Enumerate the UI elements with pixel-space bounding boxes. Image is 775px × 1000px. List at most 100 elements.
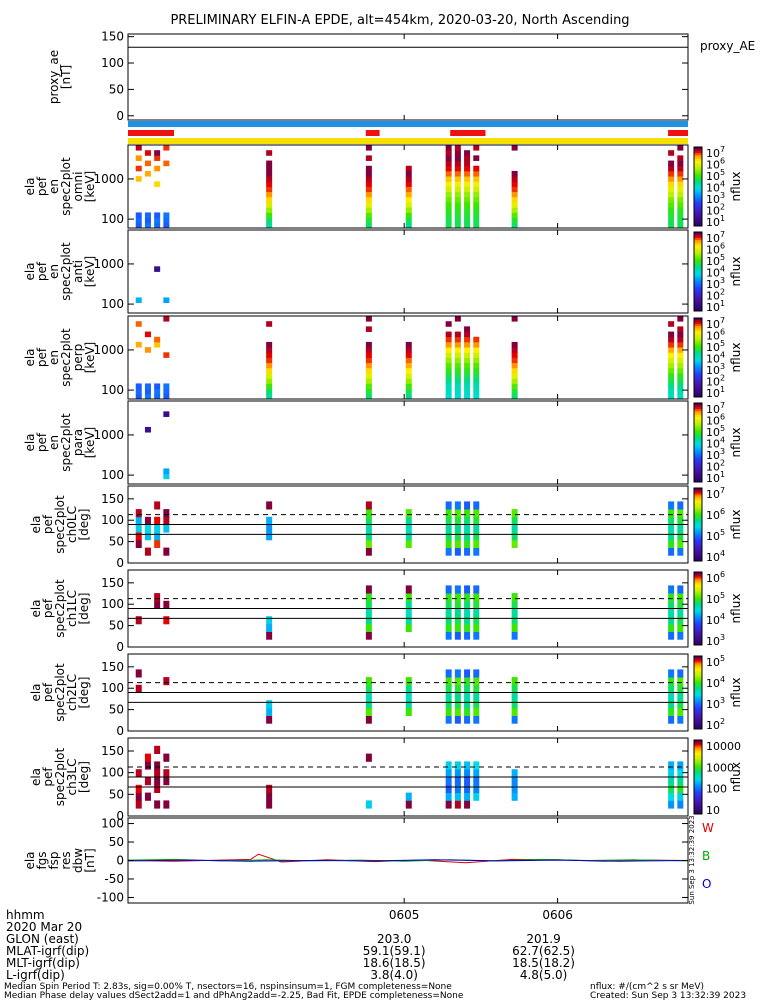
colorbar-step bbox=[694, 361, 702, 364]
heatmap-cell bbox=[668, 367, 675, 374]
panel-dbw: WBO Sun Sep 3 13:32:39 2023 100 50 0 -50 -100 e… bbox=[23, 815, 714, 904]
colorbar-step bbox=[694, 249, 702, 253]
colorbar-step bbox=[694, 752, 702, 756]
colorbar-tick-label: 101 bbox=[706, 470, 725, 485]
y-axis-label: [keV] bbox=[83, 171, 97, 202]
colorbar-step bbox=[694, 418, 702, 422]
heatmap-cell bbox=[135, 297, 142, 304]
y-axis-label: fsp bbox=[47, 851, 61, 869]
heatmap-cell bbox=[464, 331, 471, 338]
y-tick-label: 100 bbox=[101, 297, 124, 311]
colorbar-tick-label: 104 bbox=[706, 351, 725, 366]
colorbar-step bbox=[694, 170, 702, 174]
heatmap-cell bbox=[135, 388, 142, 395]
colorbar-step bbox=[694, 511, 702, 515]
footer-col1-value: 59.1(59.1) bbox=[363, 944, 426, 958]
y-tick-label: 0 bbox=[116, 854, 124, 868]
heatmap-cell bbox=[135, 176, 142, 182]
heatmap-cell bbox=[511, 196, 518, 203]
heatmap-cell bbox=[365, 212, 372, 219]
heatmap-cell bbox=[365, 373, 372, 379]
heatmap-cell bbox=[677, 600, 684, 609]
heatmap-cell bbox=[163, 217, 170, 224]
heatmap-cell bbox=[365, 341, 372, 348]
heatmap-cell bbox=[668, 777, 675, 786]
y-tick-label: 0 bbox=[116, 556, 124, 570]
colorbar-step bbox=[694, 363, 702, 366]
heatmap-cell bbox=[677, 524, 684, 533]
heatmap-cell bbox=[266, 207, 273, 213]
heatmap-cell bbox=[163, 145, 170, 151]
heatmap-cell bbox=[668, 547, 675, 556]
heatmap-cell bbox=[511, 202, 518, 208]
colorbar-step bbox=[694, 466, 702, 469]
y-axis-label: dbw bbox=[71, 848, 85, 873]
heatmap-cell bbox=[668, 585, 675, 594]
colorbar-step bbox=[694, 537, 702, 540]
heatmap-cell bbox=[454, 347, 461, 353]
x-tick-label: 0606 bbox=[542, 908, 573, 922]
heatmap-cell bbox=[677, 784, 684, 793]
colorbar-step bbox=[694, 690, 702, 693]
colorbar-step bbox=[694, 369, 702, 372]
heatmap-cell bbox=[677, 393, 684, 400]
y-tick-label: 0 bbox=[116, 640, 124, 654]
heatmap-cell bbox=[511, 516, 518, 525]
colorbar-step bbox=[694, 508, 702, 511]
heatmap-cell bbox=[473, 383, 480, 390]
heatmap-cell bbox=[511, 170, 518, 177]
heatmap-cell bbox=[668, 212, 675, 219]
colorbar-tick-label: 103 bbox=[706, 447, 725, 462]
heatmap-cell bbox=[163, 616, 170, 625]
heatmap-cell bbox=[365, 753, 372, 762]
heatmap-cell bbox=[464, 593, 471, 602]
heatmap-cell bbox=[163, 411, 170, 417]
colorbar-tick-label: 105 bbox=[706, 528, 725, 543]
heatmap-cell bbox=[677, 316, 684, 322]
heatmap-cell bbox=[266, 347, 273, 353]
heatmap-cell bbox=[677, 196, 684, 203]
colorbar-step bbox=[694, 198, 702, 201]
heatmap-cell bbox=[135, 792, 142, 801]
panel-ch1LC: 106 105 104 103 nflux 150 100 50 0 elapefspec2plo… bbox=[29, 569, 743, 654]
heatmap-cell bbox=[464, 336, 471, 343]
heatmap-cell bbox=[668, 631, 675, 640]
colorbar-step bbox=[694, 548, 702, 551]
heatmap-cell bbox=[454, 516, 461, 525]
colorbar-step bbox=[694, 666, 702, 670]
heatmap-cell bbox=[266, 150, 273, 156]
heatmap-cell bbox=[445, 357, 452, 364]
heatmap-cell bbox=[464, 715, 471, 724]
colorbar-step bbox=[694, 428, 702, 432]
colorbar-tick-label: 107 bbox=[706, 486, 725, 501]
colorbar-step bbox=[694, 329, 702, 333]
heatmap-cell bbox=[445, 700, 452, 709]
heatmap-cell bbox=[677, 212, 684, 219]
heatmap-cell bbox=[677, 761, 684, 770]
colorbar-step bbox=[694, 357, 702, 360]
heatmap-cell bbox=[365, 600, 372, 609]
heatmap-cell bbox=[445, 524, 452, 533]
heatmap-cell bbox=[677, 378, 684, 384]
colorbar-step bbox=[694, 778, 702, 782]
y-axis-label: pef bbox=[41, 767, 55, 787]
heatmap-cell bbox=[668, 181, 675, 187]
footer-col2-value: 4.8(5.0) bbox=[520, 968, 568, 982]
heatmap-cell bbox=[266, 165, 273, 172]
colorbar-step bbox=[694, 235, 702, 239]
colorbar-step bbox=[694, 773, 702, 776]
heatmap-cell bbox=[511, 707, 518, 716]
heatmap-cell bbox=[677, 616, 684, 625]
y-tick-label: 1000 bbox=[93, 257, 124, 271]
heatmap-cell bbox=[445, 191, 452, 198]
colorbar-step bbox=[694, 267, 702, 271]
colorbar-step bbox=[694, 395, 702, 398]
heatmap-cell bbox=[677, 331, 684, 338]
colorbar-step bbox=[694, 701, 702, 704]
panel-ch0LC: 107 106 105 104 nflux 150 100 50 0 elapefspec2plo… bbox=[29, 485, 743, 570]
y-tick-label: 50 bbox=[109, 703, 124, 717]
heatmap-cell bbox=[454, 186, 461, 193]
heatmap-cell bbox=[454, 539, 461, 548]
legend-proxy-ae: proxy_AE bbox=[700, 39, 755, 53]
colorbar-step bbox=[694, 719, 702, 723]
